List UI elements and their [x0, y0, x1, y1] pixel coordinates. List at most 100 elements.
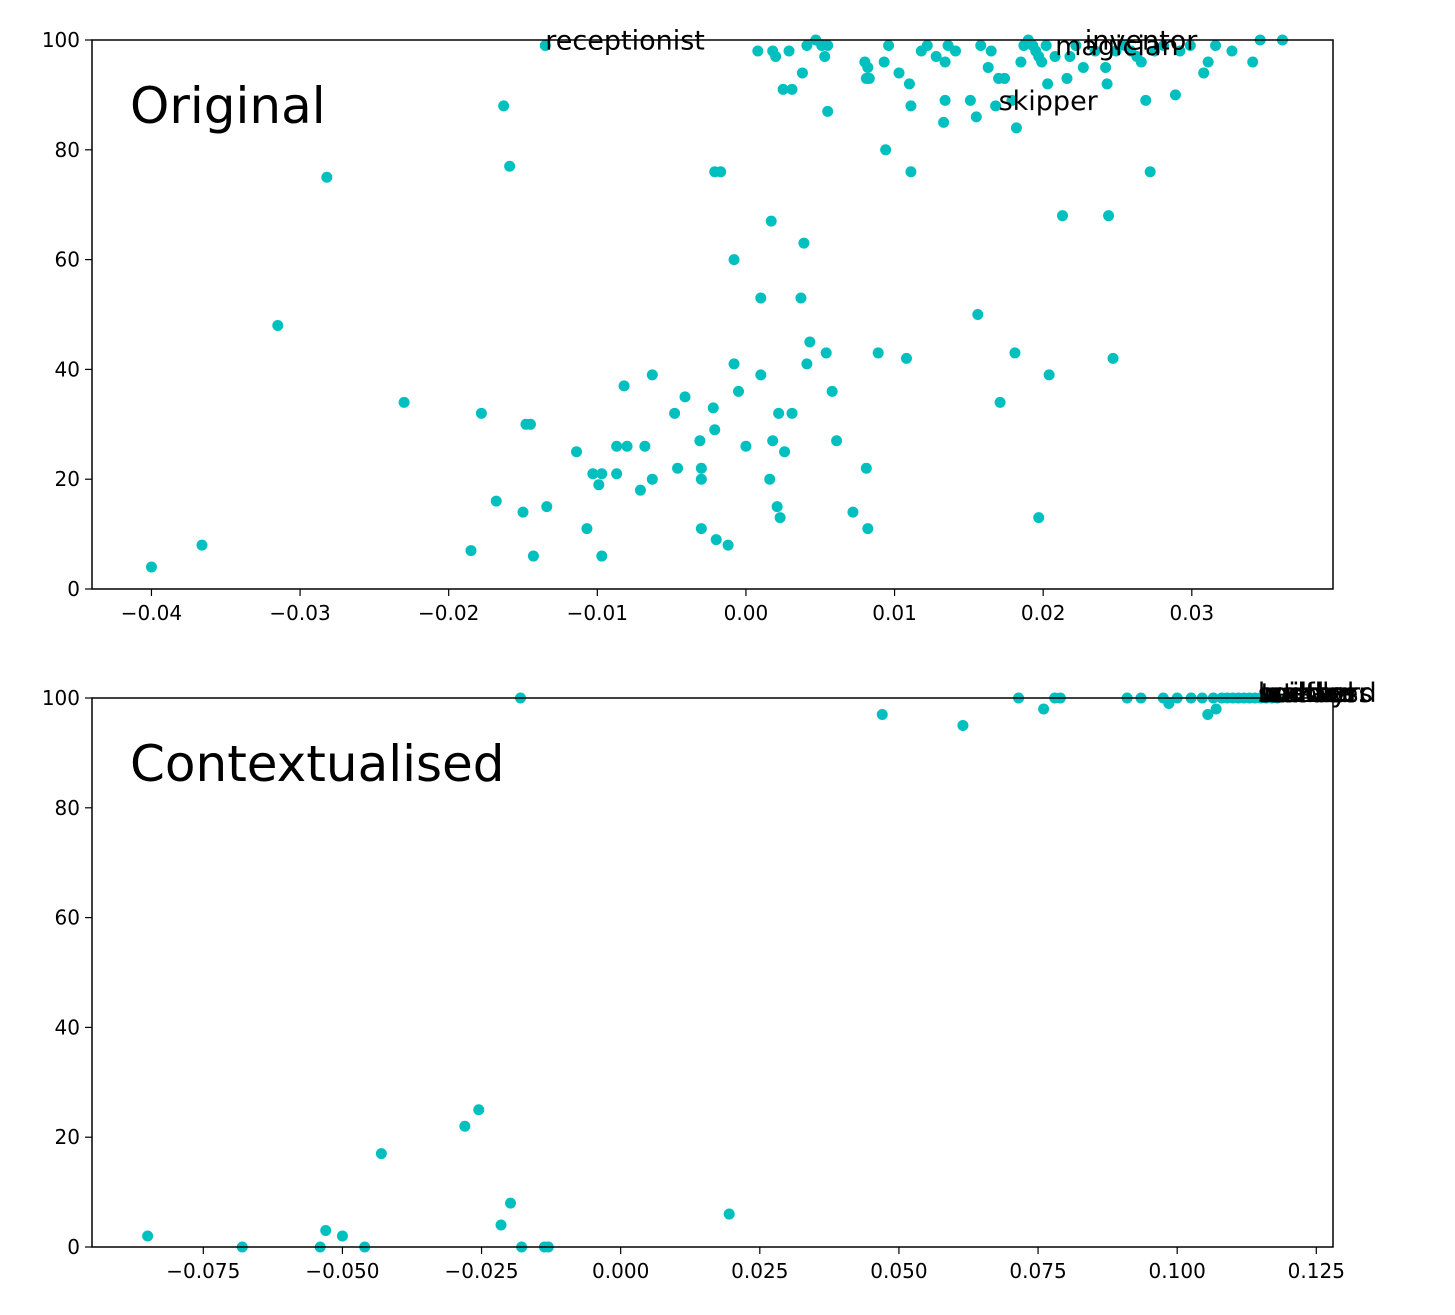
original-point-143 [1149, 45, 1161, 57]
contextualised-y-tick-label-4: 80 [55, 796, 80, 820]
original-point-62 [786, 83, 798, 95]
original-point-140 [1135, 56, 1147, 68]
original-x-axis: −0.04 −0.03 −0.02 −0.01 0.00 0.01 0.02 0.03 [121, 589, 1214, 625]
contextualised-annotation-2: toddler [1261, 678, 1358, 709]
original-point-41 [715, 166, 727, 178]
original-point-36 [695, 462, 707, 474]
original-point-125 [1049, 50, 1061, 62]
original-point-63 [795, 292, 807, 304]
original-y-axis: 0 20 40 60 80 100 [42, 28, 92, 601]
original-point-0 [145, 561, 157, 573]
original-point-39 [710, 534, 722, 546]
original-point-144 [1158, 39, 1170, 51]
original-point-86 [880, 144, 892, 156]
original-point-25 [621, 440, 633, 452]
original-point-88 [893, 67, 905, 79]
original-point-85 [878, 56, 890, 68]
contextualised-y-tick-label-5: 100 [42, 686, 80, 710]
original-point-76 [831, 435, 843, 447]
original-point-91 [905, 100, 917, 112]
contextualised-point-16 [876, 708, 888, 720]
original-point-32 [679, 391, 691, 403]
original-point-43 [728, 254, 740, 266]
contextualised-y-tick-label-1: 20 [55, 1125, 80, 1149]
original-point-6 [475, 407, 487, 419]
original-point-133 [1101, 78, 1113, 90]
contextualised-annotation-3: wizard [1266, 678, 1354, 709]
original-x-tick-label-1: −0.03 [269, 601, 330, 625]
original-point-134 [1103, 210, 1115, 222]
original-point-105 [982, 61, 994, 73]
contextualised-x-tick-label-0: −0.075 [166, 1259, 240, 1283]
contextualised-point-25 [1163, 697, 1175, 709]
original-point-38 [709, 424, 721, 436]
original-point-73 [822, 39, 834, 51]
original-x-tick-label-2: −0.02 [418, 601, 479, 625]
original-point-103 [972, 309, 984, 320]
original-point-109 [994, 396, 1006, 408]
original-y-tick-label-4: 80 [55, 138, 80, 162]
contextualised-point-7 [459, 1120, 471, 1132]
original-point-95 [930, 50, 942, 62]
original-point-17 [581, 523, 593, 535]
contextualised-x-tick-label-8: 0.125 [1288, 1259, 1345, 1283]
original-point-42 [722, 539, 734, 551]
original-y-tick-label-1: 20 [55, 467, 80, 491]
original-point-121 [1036, 56, 1048, 68]
original-axes-frame [91, 39, 1334, 590]
original-point-82 [862, 61, 874, 73]
original-annotation-2: magician [1055, 31, 1179, 62]
contextualised-annotation-4: steward [1269, 678, 1377, 709]
original-annotation-3: skipper [999, 86, 1099, 117]
original-y-tick-label-2: 40 [55, 357, 80, 381]
contextualised-annotation-1: seafarer [1258, 678, 1370, 709]
original-point-145 [1169, 89, 1181, 101]
original-point-89 [900, 352, 912, 364]
original-point-65 [798, 237, 810, 249]
contextualised-point-8 [473, 1104, 485, 1116]
original-point-120 [1033, 512, 1045, 524]
original-point-142 [1144, 166, 1156, 178]
contextualised-point-6 [375, 1148, 387, 1160]
contextualised-y-tick-label-0: 0 [67, 1235, 80, 1259]
contextualised-point-0 [142, 1230, 154, 1242]
original-point-52 [767, 435, 779, 447]
original-point-104 [975, 39, 987, 51]
original-point-96 [938, 116, 950, 128]
contextualised-point-15 [723, 1208, 735, 1220]
original-point-46 [740, 440, 752, 452]
original-point-101 [964, 94, 976, 106]
contextualised-x-tick-label-1: −0.050 [305, 1259, 379, 1283]
chart-contextualised: builderseafarertoddlerwizardstewardwaitr… [42, 678, 1377, 1283]
original-point-5 [465, 545, 477, 557]
original-point-16 [571, 446, 583, 458]
original-point-112 [1009, 347, 1021, 359]
original-point-80 [860, 462, 872, 474]
original-point-54 [770, 50, 782, 62]
original-point-68 [804, 336, 816, 348]
original-point-34 [695, 523, 707, 535]
contextualised-annotation-0: builder [1258, 678, 1353, 709]
original-point-113 [1010, 122, 1022, 134]
contextualised-point-10 [504, 1197, 516, 1209]
contextualised-x-axis: −0.075 −0.050 −0.025 0.000 0.025 0.050 0.075 0.… [166, 1247, 1345, 1283]
original-point-12 [524, 418, 536, 430]
contextualised-point-4 [336, 1230, 348, 1242]
original-point-123 [1042, 78, 1054, 90]
original-point-94 [921, 39, 933, 51]
contextualised-y-tick-label-2: 40 [55, 1015, 80, 1039]
original-point-49 [755, 369, 767, 381]
original-annotation-1: inventor [1085, 25, 1198, 56]
original-point-4 [398, 396, 410, 408]
original-point-47 [752, 45, 764, 57]
original-point-151 [1226, 45, 1238, 57]
original-point-14 [541, 501, 553, 513]
original-x-tick-label-3: −0.01 [567, 601, 628, 625]
original-y-tick-label-5: 100 [42, 28, 80, 52]
original-point-90 [903, 78, 915, 90]
original-point-71 [819, 50, 831, 62]
original-point-19 [593, 479, 605, 491]
original-point-22 [611, 440, 623, 452]
